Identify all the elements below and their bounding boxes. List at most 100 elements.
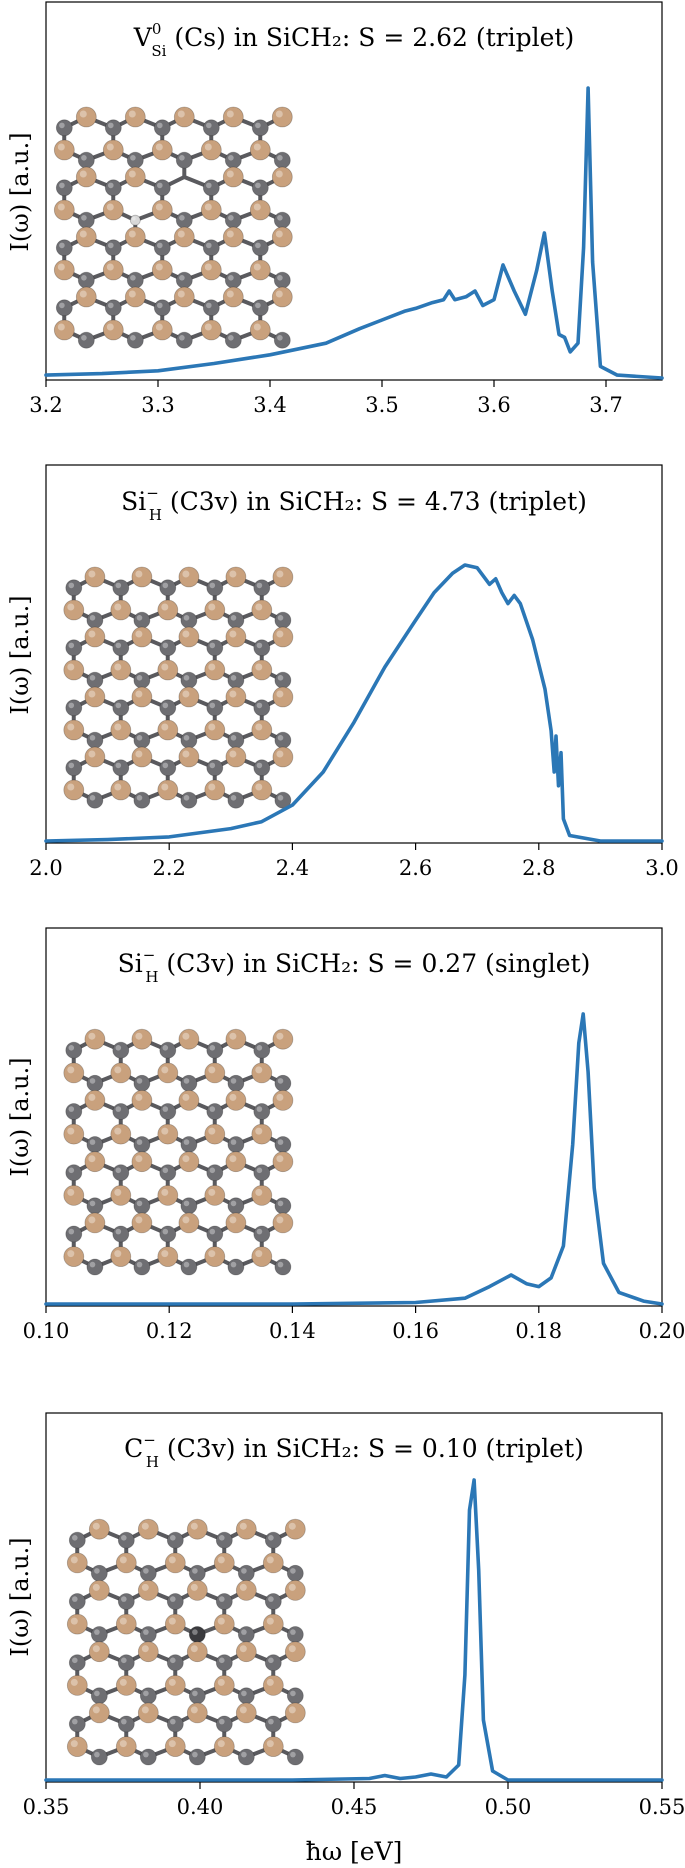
carbon-atom — [133, 791, 151, 809]
atom-highlight — [229, 1216, 237, 1224]
atom-highlight — [228, 335, 234, 341]
atom-highlight — [136, 795, 143, 801]
silicon-atom — [225, 566, 247, 588]
silicon-atom — [186, 1518, 208, 1540]
atom-highlight — [79, 170, 87, 178]
silicon-atom — [115, 1613, 137, 1635]
atom-highlight — [253, 323, 261, 331]
silicon-atom — [102, 259, 124, 281]
atom-highlight — [115, 762, 122, 769]
atom-highlight — [130, 335, 136, 341]
carbon-atom — [180, 671, 198, 689]
atom-highlight — [135, 1155, 143, 1163]
silicon-atom — [63, 719, 85, 741]
carbon-atom — [112, 759, 130, 777]
panel-1-inset-structure — [53, 106, 293, 349]
carbon-atom — [188, 1748, 206, 1766]
carbon-atom — [65, 759, 83, 777]
silicon-atom — [249, 199, 271, 221]
silicon-atom — [235, 1702, 257, 1724]
silicon-atom — [225, 746, 247, 768]
atom-highlight — [114, 1188, 122, 1196]
carbon-atom — [253, 1164, 271, 1182]
atom-highlight — [182, 690, 190, 698]
atom-highlight — [276, 750, 284, 758]
atom-highlight — [177, 230, 185, 238]
carbon-atom — [251, 239, 269, 257]
panel-3-xtick-label-1: 0.12 — [146, 1319, 193, 1343]
atom-highlight — [161, 723, 169, 731]
atom-highlight — [170, 1718, 176, 1725]
atom-highlight — [143, 1690, 149, 1697]
carbon-atom — [215, 1531, 233, 1549]
atom-highlight — [183, 1139, 190, 1145]
panel-3-ticks: 0.10 0.12 0.14 0.16 0.18 0.20 — [23, 1306, 685, 1343]
atom-highlight — [89, 795, 96, 801]
panel-1-title: V0 Si (Cs) in SiCH₂: S = 2.62 (triplet) — [133, 20, 574, 60]
silicon-atom — [75, 166, 97, 188]
atom-highlight — [219, 1718, 225, 1725]
atom-highlight — [179, 215, 185, 221]
atom-highlight — [228, 155, 234, 161]
atom-highlight — [121, 1596, 127, 1602]
carbon-atom — [126, 151, 144, 169]
silicon-atom — [84, 566, 106, 588]
atom-highlight — [268, 1535, 274, 1541]
silicon-atom — [225, 686, 247, 708]
carbon-atom — [65, 1103, 83, 1120]
silicon-atom — [63, 1246, 85, 1267]
carbon-atom — [175, 271, 193, 289]
atom-highlight — [290, 1568, 296, 1574]
panel-1-ticks: 3.2 3.3 3.4 3.5 3.6 3.7 — [29, 380, 623, 417]
atom-highlight — [277, 615, 284, 621]
atom-highlight — [162, 1167, 169, 1174]
panel-1-xtick-label-2: 3.4 — [253, 393, 286, 417]
silicon-atom — [157, 659, 179, 681]
atom-highlight — [108, 122, 114, 129]
atom-highlight — [229, 750, 237, 758]
atom-highlight — [157, 122, 163, 129]
carbon-atom — [90, 1687, 108, 1705]
panel-1-ylabel: I(ω) [a.u.] — [6, 132, 34, 251]
atom-highlight — [161, 1066, 169, 1074]
silicon-atom — [53, 319, 75, 341]
atom-highlight — [67, 723, 75, 731]
atom-highlight — [208, 1066, 216, 1074]
silicon-atom — [251, 1062, 273, 1084]
carbon-atom — [159, 639, 177, 657]
atom-highlight — [276, 1093, 284, 1101]
carbon-atom — [65, 699, 83, 717]
atom-highlight — [276, 1032, 284, 1040]
atom-highlight — [230, 615, 237, 621]
silicon-atom — [178, 1151, 200, 1173]
silicon-atom — [225, 1028, 247, 1050]
atom-highlight — [81, 275, 87, 281]
carbon-atom — [159, 1041, 177, 1059]
panel-3-xtick-label-3: 0.16 — [392, 1319, 439, 1343]
atom-highlight — [190, 1583, 198, 1591]
carbon-atom — [68, 1715, 86, 1733]
atom-highlight — [239, 1645, 247, 1653]
silicon-atom — [151, 199, 173, 221]
atom-highlight — [204, 143, 212, 151]
atom-highlight — [206, 242, 212, 249]
atom-highlight — [88, 1032, 96, 1040]
carbon-atom — [159, 699, 177, 717]
atom-highlight — [179, 275, 185, 281]
silicon-atom — [284, 1641, 306, 1663]
atom-highlight — [230, 1200, 237, 1207]
silicon-atom — [251, 1123, 273, 1145]
silicon-atom — [131, 1028, 153, 1050]
silicon-atom — [249, 319, 271, 341]
atom-highlight — [183, 795, 190, 801]
atom-highlight — [68, 702, 75, 709]
carbon-atom — [253, 1041, 271, 1059]
atom-highlight — [136, 1078, 143, 1084]
atom-highlight — [241, 1690, 247, 1697]
silicon-atom — [66, 1552, 88, 1574]
atom-highlight — [208, 723, 216, 731]
carbon-atom — [166, 1531, 184, 1549]
atom-highlight — [256, 1167, 263, 1174]
atom-highlight — [81, 335, 87, 341]
